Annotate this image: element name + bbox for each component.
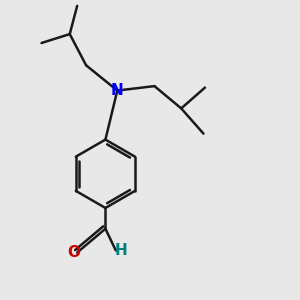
Text: N: N [111, 83, 124, 98]
Text: O: O [67, 245, 80, 260]
Text: H: H [115, 243, 128, 258]
